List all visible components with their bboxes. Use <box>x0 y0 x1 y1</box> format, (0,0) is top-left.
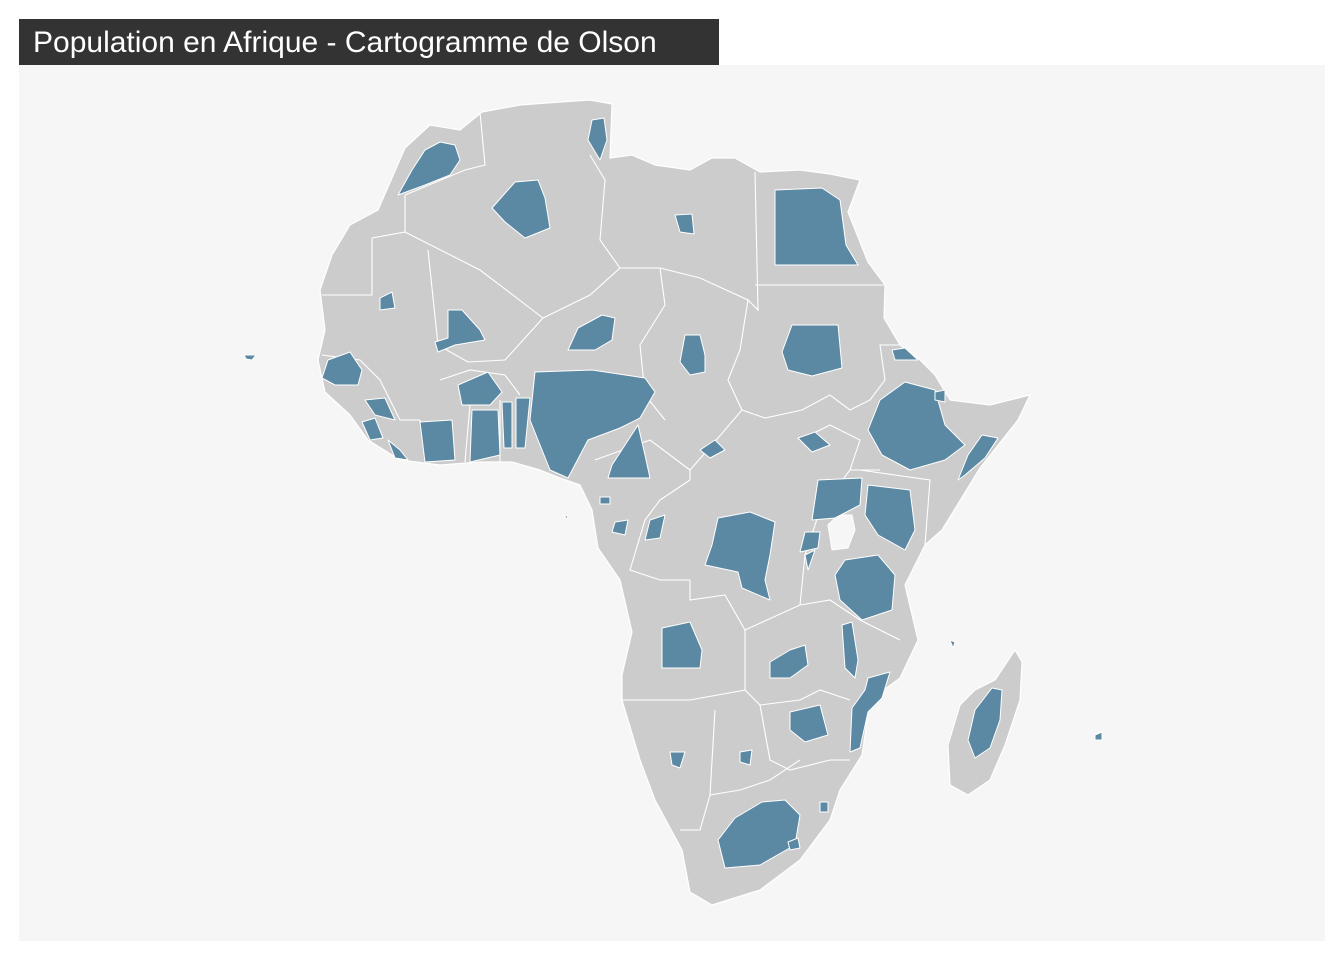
cartogram-algeria <box>491 179 551 239</box>
cartogram-guinea <box>364 397 396 421</box>
cartogram-dr-congo <box>704 511 776 601</box>
cartogram-chad <box>679 334 706 376</box>
cartogram-mali <box>434 309 486 353</box>
cartogram-liberia <box>387 439 409 461</box>
cartogram-burundi <box>804 549 816 571</box>
cartogram-tunisia <box>587 117 608 161</box>
africa-map <box>243 99 1103 906</box>
africa-mainland <box>317 99 1031 906</box>
cartogram-gabon <box>611 519 629 536</box>
cartogram-tanzania <box>834 554 896 621</box>
cartogram-congo <box>644 514 666 541</box>
cartogram-central-african-republic <box>699 439 726 459</box>
cartogram-comoros <box>949 639 956 649</box>
cartogram-angola <box>661 621 703 669</box>
cartogram-ghana <box>469 409 501 463</box>
cartogram-mauritania <box>379 291 396 311</box>
cartogram-nigeria <box>529 369 656 479</box>
cartogram-libya <box>674 213 695 235</box>
cartogram-malawi <box>841 621 859 679</box>
cartogram-uganda <box>811 477 863 521</box>
map-panel <box>19 65 1325 941</box>
cartogram-kenya <box>864 484 916 551</box>
cartogram-equatorial-guinea <box>599 496 611 505</box>
cartogram-egypt <box>774 187 859 266</box>
cartogram-cameroon <box>607 424 651 479</box>
cartogram-sao-tome <box>563 515 569 520</box>
cartogram-botswana <box>739 749 753 766</box>
cartogram-namibia <box>669 751 686 769</box>
cartogram-zambia <box>769 644 809 679</box>
cartogram-togo <box>501 401 513 449</box>
cartogram-niger <box>567 314 616 351</box>
cartogram-ethiopia <box>867 381 966 471</box>
cartogram-mauritius <box>1094 731 1103 741</box>
cartogram-lesotho <box>787 837 801 851</box>
cartogram-shapes <box>243 117 1103 869</box>
cartogram-south-sudan <box>797 431 831 453</box>
cartogram-mozambique <box>849 671 891 753</box>
cartogram-benin <box>515 397 531 449</box>
cartogram-cote-divoire <box>419 419 456 463</box>
cartogram-djibouti <box>934 389 946 403</box>
cartogram-sierra-leone <box>361 417 384 441</box>
cartogram-zimbabwe <box>789 704 829 743</box>
cartogram-sudan <box>781 324 843 377</box>
cartogram-morocco <box>397 141 461 196</box>
cartogram-cape-verde <box>243 354 257 361</box>
cartogram-madagascar <box>967 687 1003 759</box>
cartogram-burkina-faso <box>457 371 503 406</box>
cartogram-somalia <box>957 434 999 481</box>
cartogram-eswatini <box>819 801 829 813</box>
cartogram-senegal <box>321 351 363 386</box>
cartogram-eritrea <box>891 347 919 361</box>
map-title: Population en Afrique - Cartogramme de O… <box>19 19 719 65</box>
cartogram-rwanda <box>799 531 821 553</box>
